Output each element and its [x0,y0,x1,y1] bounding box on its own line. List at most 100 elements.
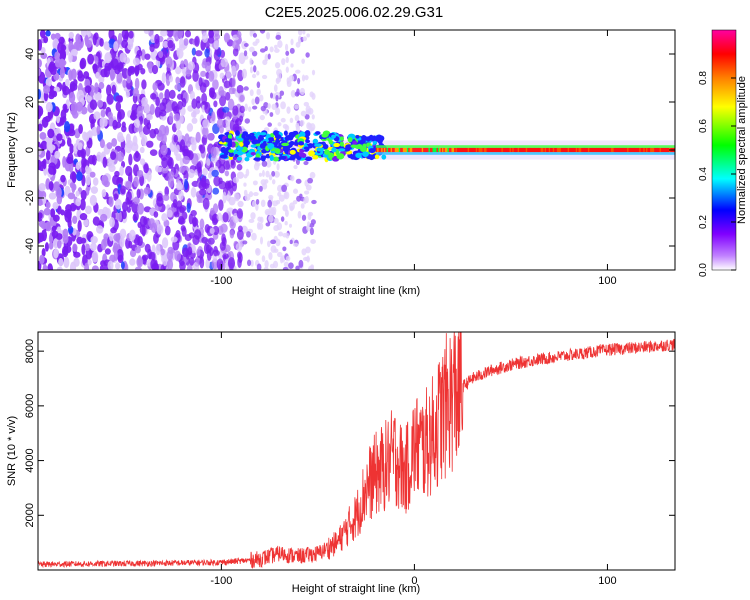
signal-line-segment [623,147,626,153]
spectrogram-cell [284,43,289,52]
spectrogram-cell [195,50,203,57]
spectrogram-cell [131,109,136,117]
spectrogram-cell [227,133,233,140]
spectrogram-cell [339,141,344,147]
signal-line-segment [651,147,654,153]
spectrogram-cell [294,114,300,122]
spectrogram-cell [258,222,264,230]
spectrogram-cell [275,34,282,40]
spectrogram-cell [199,188,207,196]
spectrogram-cell [179,76,186,88]
spectrogram-cell [236,84,244,94]
spectrogram-cell [290,90,296,98]
signal-line-segment [650,147,653,153]
signal-line-segment [455,147,459,153]
spectrogram-cell [209,247,214,257]
spectrogram-cell [39,30,46,39]
spectrogram-cell [113,242,119,252]
x-tick-label: 0 [411,575,417,587]
colorbar-tick-label: 0.6 [698,119,709,133]
spectrogram-cell [187,168,195,179]
spectrogram-cell [298,152,304,157]
spectrogram-cell [96,225,104,234]
spectrogram-cell [243,174,248,179]
spectrogram-cell [224,170,230,177]
spectrogram-cell [77,220,82,232]
signal-line-segment [425,147,429,153]
spectrogram-cell [266,240,271,248]
spectrogram-cell [128,240,133,249]
spectrogram-cell [268,214,274,223]
y-tick-label: -40 [24,238,36,254]
spectrogram-cell [297,77,301,85]
spectrogram-cell [374,154,380,160]
spectrogram-cell [139,158,146,166]
spectrogram-cell [141,96,148,107]
signal-line-segment [540,147,544,153]
spectrogram-cell [52,90,58,98]
spectrogram-cell [245,134,252,138]
spectrogram-cell [168,75,173,83]
spectrogram-cell [196,248,201,257]
spectrogram-cell [267,103,271,109]
signal-line-segment [386,147,390,153]
spectrogram-cell [68,91,76,104]
spectrogram-cell [281,142,290,147]
spectrogram-cell [151,262,159,270]
spectrogram-cell [45,221,52,232]
spectrogram-cell [303,161,309,166]
spectrogram-cell [227,98,235,111]
spectrogram-cell [261,182,268,190]
spectrogram-cell [274,48,280,53]
spectrogram-cell [173,134,179,143]
spectrogram-cell [75,190,80,197]
signal-line-segment [573,147,576,153]
spectrogram-cell [274,44,278,49]
signal-line-segment [646,147,649,153]
spectrogram-y-label: Frequency (Hz) [6,112,18,188]
spectrogram-cell [92,33,97,46]
spectrogram-cell [289,140,295,146]
spectrogram-cell [249,46,255,53]
spectrogram-cell [271,170,276,177]
spectrogram-cell [331,134,336,139]
spectrogram-cell [132,57,141,66]
y-tick-label: 20 [24,96,36,108]
spectrogram-cell [141,254,149,261]
spectrogram-cell [260,236,264,245]
spectrogram-cell [243,137,250,142]
signal-line-segment [658,147,661,153]
spectrogram-cell [180,60,185,70]
spectrogram-cell [81,157,87,168]
signal-line-segment [375,147,379,153]
spectrogram-cell [89,99,98,111]
spectrogram-cell [116,211,123,222]
spectrogram-cell [38,159,42,171]
signal-line-segment [577,147,580,153]
spectrogram-cell [225,91,231,101]
spectrogram-cell [309,227,314,236]
spectrogram-cell [125,90,130,98]
spectrogram-cell [38,212,43,219]
spectrogram-cell [222,191,227,204]
spectrogram-cell [176,30,184,38]
spectrogram-cell [90,186,99,194]
spectrogram-cell [199,82,207,94]
signal-line-segment [489,147,492,153]
spectrogram-cell [79,213,88,221]
signal-line-segment [437,147,441,153]
spectrogram-cell [178,216,185,225]
spectrogram-cell [45,30,51,37]
signal-line-segment [416,147,419,153]
spectrogram-cell [173,211,180,218]
spectrogram-cell [174,250,181,262]
spectrogram-cell [133,151,141,163]
spectrogram-cell [54,51,60,61]
spectrogram-cell [223,32,230,43]
spectrogram-cell [243,50,248,57]
signal-line-segment [390,147,394,153]
signal-line-segment [523,147,526,153]
signal-line-segment [601,147,604,153]
y-tick-label: 2000 [24,503,36,527]
